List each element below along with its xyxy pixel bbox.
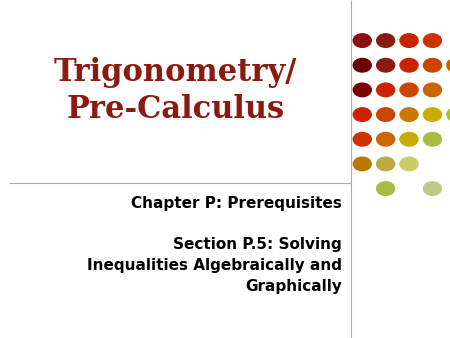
Circle shape — [423, 34, 441, 47]
Circle shape — [377, 58, 395, 72]
Circle shape — [400, 83, 418, 97]
Circle shape — [353, 58, 371, 72]
Circle shape — [400, 34, 418, 47]
Circle shape — [377, 132, 395, 146]
Circle shape — [377, 157, 395, 171]
Circle shape — [400, 132, 418, 146]
Circle shape — [423, 83, 441, 97]
Circle shape — [423, 132, 441, 146]
Circle shape — [377, 108, 395, 121]
Circle shape — [353, 132, 371, 146]
Circle shape — [377, 34, 395, 47]
Circle shape — [400, 108, 418, 121]
Circle shape — [400, 58, 418, 72]
Circle shape — [353, 83, 371, 97]
Circle shape — [447, 108, 450, 121]
Circle shape — [423, 58, 441, 72]
Circle shape — [400, 157, 418, 171]
Circle shape — [353, 108, 371, 121]
Circle shape — [353, 157, 371, 171]
Text: Section P.5: Solving
Inequalities Algebraically and
Graphically: Section P.5: Solving Inequalities Algebr… — [87, 237, 342, 294]
Circle shape — [377, 182, 395, 195]
Circle shape — [377, 83, 395, 97]
Circle shape — [423, 108, 441, 121]
Circle shape — [447, 58, 450, 72]
Text: Trigonometry/
Pre-Calculus: Trigonometry/ Pre-Calculus — [54, 57, 297, 125]
Circle shape — [353, 34, 371, 47]
Text: Chapter P: Prerequisites: Chapter P: Prerequisites — [131, 196, 342, 211]
Circle shape — [423, 182, 441, 195]
